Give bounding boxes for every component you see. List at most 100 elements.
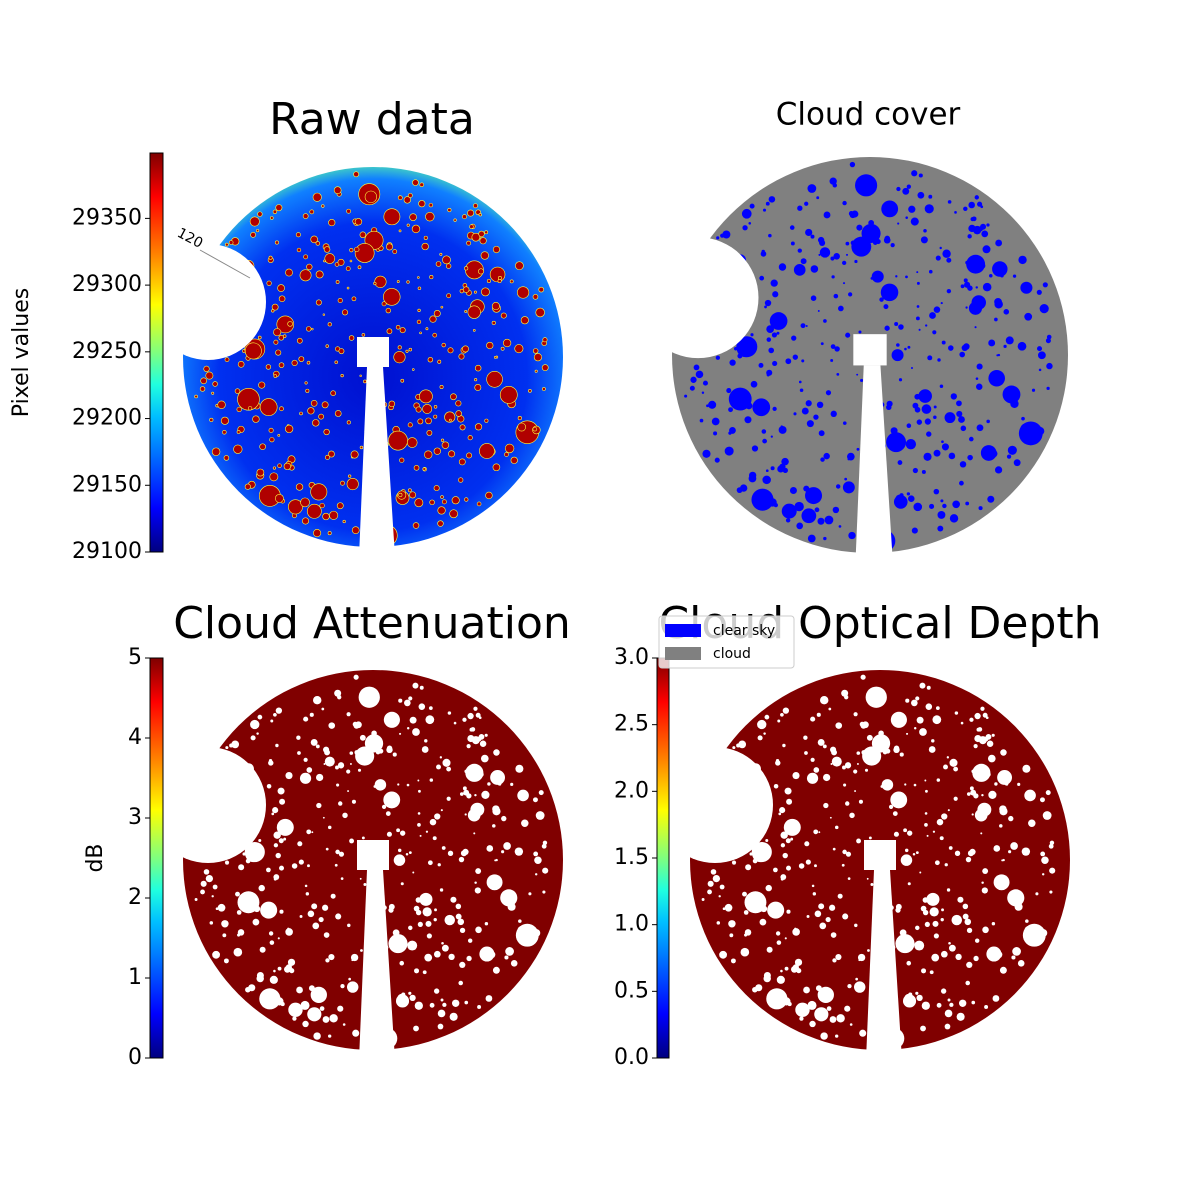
- cloud-blob: [407, 193, 413, 198]
- cloud-blob: [964, 281, 971, 288]
- cloud-blob: [1020, 281, 1033, 294]
- cloud-blob: [870, 882, 874, 886]
- cloud-blob: [772, 360, 778, 367]
- cloud-blob: [937, 358, 941, 362]
- cloud-blob: [932, 330, 937, 335]
- cloud-blob: [933, 306, 941, 313]
- colorbar-tick-label: 2.5: [614, 712, 649, 737]
- cloud-blob: [285, 268, 293, 277]
- cloud-blob: [409, 491, 417, 499]
- cloud-blob: [487, 782, 491, 786]
- cloud-blob: [303, 757, 308, 762]
- cloud-blob: [863, 352, 867, 357]
- cloud-blob: [340, 373, 344, 378]
- cloud-blob: [842, 200, 847, 206]
- cloud-blob: [1000, 749, 1007, 756]
- cloud-blob: [282, 334, 287, 338]
- cloud-blob: [392, 752, 397, 757]
- cloud-blob: [312, 419, 320, 427]
- cloud-blob: [834, 346, 840, 352]
- cloud-blob: [690, 376, 697, 383]
- cloud-blob: [823, 536, 827, 541]
- cloud-blob: [760, 777, 767, 783]
- cloud-blob: [888, 1013, 895, 1020]
- cloud-blob: [744, 324, 748, 328]
- cloud-blob: [988, 369, 1005, 387]
- cloud-blob: [959, 461, 967, 468]
- cloud-blob: [785, 518, 791, 523]
- cloud-blob: [478, 734, 485, 740]
- cloud-blob: [400, 830, 406, 836]
- cloud-blob: [965, 980, 971, 986]
- cloud-blob: [493, 356, 497, 359]
- cloud-blob: [466, 452, 473, 459]
- cloud-blob: [974, 195, 979, 200]
- cloud-blob: [986, 740, 994, 748]
- cloud-blob: [422, 907, 432, 917]
- cloud-blob: [200, 880, 207, 887]
- cloud-blob: [1007, 445, 1017, 455]
- cloud-blob: [478, 213, 482, 217]
- cloud-blob: [784, 787, 792, 795]
- cloud-blob: [252, 415, 260, 423]
- cloud-blob: [804, 841, 810, 847]
- cloud-blob: [322, 816, 325, 819]
- cloud-blob: [925, 789, 928, 793]
- cloud-blob: [225, 242, 229, 247]
- cloud-blob: [427, 357, 434, 363]
- cloud-blob: [890, 943, 893, 946]
- cloud-blob: [222, 752, 227, 757]
- cloud-blob: [337, 258, 345, 266]
- cloud-blob: [442, 255, 451, 265]
- cloud-blob: [324, 756, 335, 767]
- cloud-blob: [349, 762, 352, 765]
- cloud-blob: [1018, 255, 1027, 265]
- cloud-blob: [439, 384, 444, 389]
- cloud-blob: [278, 362, 285, 368]
- cloud-blob: [976, 727, 981, 732]
- cloud-blob: [868, 389, 871, 392]
- cloud-blob: [926, 834, 929, 837]
- cloud-blob: [374, 275, 387, 288]
- cloud-blob: [486, 341, 494, 350]
- cloud-blob: [475, 868, 482, 875]
- cloud-blob: [383, 943, 386, 946]
- cloud-blob: [322, 313, 326, 316]
- cloud-blob: [481, 790, 490, 799]
- cloud-blob: [252, 918, 260, 926]
- cloud-blob: [865, 541, 874, 550]
- cloud-blob: [283, 837, 287, 841]
- cloud-blob: [951, 914, 962, 926]
- cloud-blob: [284, 966, 291, 973]
- cloud-blob: [224, 357, 230, 362]
- cloud-blob: [467, 435, 473, 441]
- cloud-blob: [328, 953, 335, 961]
- cloud-blob: [893, 831, 899, 837]
- cloud-blob: [772, 406, 777, 412]
- cloud-blob: [424, 739, 428, 743]
- cloud-blob: [231, 279, 238, 286]
- cloud-blob: [958, 416, 965, 423]
- cloud-blob: [765, 884, 772, 892]
- cloud-blob: [399, 457, 405, 463]
- cloud-blob: [279, 798, 286, 805]
- cloud-blob: [702, 449, 711, 458]
- cloud-blob: [442, 1002, 447, 1007]
- cloud-blob: [904, 848, 909, 853]
- cloud-blob: [693, 364, 700, 371]
- cloud-blob: [359, 374, 362, 378]
- cloud-blob: [400, 882, 404, 886]
- cloud-blob: [769, 312, 788, 330]
- cloud-blob: [236, 430, 241, 434]
- cloud-blob: [323, 246, 331, 253]
- cloud-blob: [738, 817, 742, 821]
- cloud-blob: [256, 971, 264, 980]
- cloud-blob: [383, 440, 386, 443]
- cloud-blob: [1041, 873, 1045, 876]
- cloud-blob: [265, 364, 272, 370]
- cloud-blob: [417, 779, 420, 782]
- cloud-blob: [313, 695, 322, 705]
- cloud-blob: [266, 867, 271, 873]
- cloud-blob: [302, 517, 310, 525]
- cloud-blob: [976, 363, 983, 370]
